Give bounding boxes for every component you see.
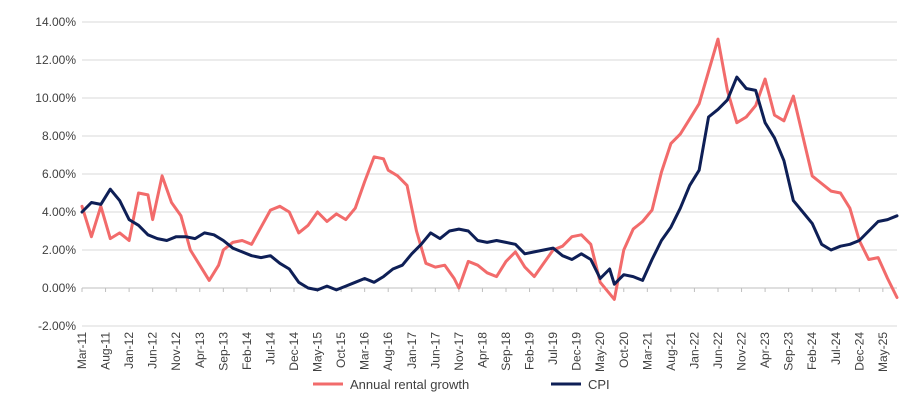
gridlines	[82, 21, 897, 327]
x-tick-label: Oct-20	[617, 332, 631, 368]
x-tick-label: May-20	[593, 332, 607, 372]
x-tick-label: Sep-23	[782, 332, 796, 371]
legend: Annual rental growth CPI	[313, 377, 610, 392]
x-tick-label: May-15	[311, 332, 325, 372]
x-tick-label: Dec-19	[570, 332, 584, 371]
series-line-rental-growth	[80, 37, 899, 301]
x-tick-label: Apr-23	[758, 332, 772, 368]
y-tick-label: 6.00%	[42, 167, 76, 181]
y-tick-label: 12.00%	[35, 53, 76, 67]
y-tick-label: 14.00%	[35, 15, 76, 29]
x-tick-label: Nov-22	[735, 332, 749, 371]
legend-label: Annual rental growth	[350, 377, 469, 392]
x-tick-label: Apr-13	[193, 332, 207, 368]
legend-label: CPI	[588, 377, 610, 392]
y-tick-label: 0.00%	[42, 281, 76, 295]
series-line-cpi	[80, 75, 899, 292]
x-tick-label: Jul-24	[829, 332, 843, 365]
y-tick-label: 4.00%	[42, 205, 76, 219]
legend-item: CPI	[551, 377, 610, 392]
series-lines	[80, 37, 899, 301]
x-tick-label: Aug-11	[99, 332, 113, 370]
x-tick-label: Jun-17	[428, 332, 442, 369]
x-tick-label: Feb-19	[523, 332, 537, 370]
x-tick-label: Dec-14	[287, 332, 301, 371]
y-tick-label: 2.00%	[42, 243, 76, 257]
x-axis: Mar-11 Aug-11 Jan-12 Jun-12 Nov-12 Apr-13 Sep-…	[75, 288, 890, 372]
x-tick-label: May-25	[876, 332, 890, 372]
x-tick-label: Jul-19	[546, 332, 560, 365]
x-tick-label: Jul-14	[263, 332, 277, 365]
y-tick-label: 8.00%	[42, 129, 76, 143]
legend-item: Annual rental growth	[313, 377, 469, 392]
x-tick-label: Aug-21	[664, 332, 678, 371]
x-tick-label: Mar-21	[640, 332, 654, 370]
x-tick-label: Feb-24	[805, 332, 819, 370]
x-tick-label: Oct-15	[334, 332, 348, 368]
x-tick-label: Dec-24	[852, 332, 866, 371]
x-tick-label: Mar-16	[358, 332, 372, 370]
x-tick-label: Jun-12	[146, 332, 160, 369]
x-tick-label: Apr-18	[475, 332, 489, 368]
x-tick-label: Jan-17	[405, 332, 419, 369]
y-axis: -2.00% 0.00% 2.00% 4.00% 6.00% 8.00% 10.00% 12.…	[35, 15, 76, 333]
y-tick-label: -2.00%	[38, 319, 76, 333]
x-tick-label: Nov-17	[452, 332, 466, 371]
x-tick-label: Jun-22	[711, 332, 725, 369]
x-tick-label: Feb-14	[240, 332, 254, 370]
x-tick-label: Aug-16	[381, 332, 395, 371]
x-tick-label: Sep-13	[216, 332, 230, 371]
x-tick-label: Sep-18	[499, 332, 513, 371]
x-tick-label: Jan-12	[122, 332, 136, 369]
x-tick-label: Mar-11	[75, 332, 89, 369]
x-tick-label: Nov-12	[169, 332, 183, 371]
x-tick-label: Jan-22	[687, 332, 701, 369]
y-tick-label: 10.00%	[35, 91, 76, 105]
